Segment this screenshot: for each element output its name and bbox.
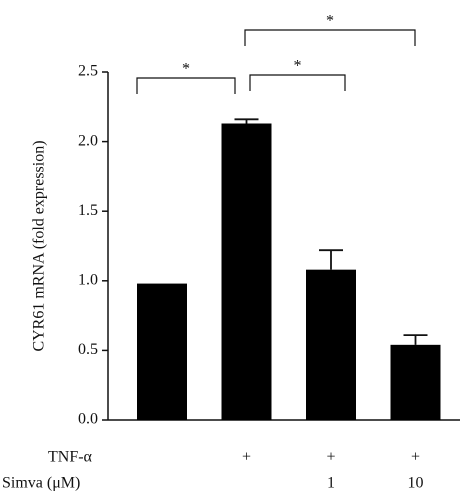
condition-cell: 10 <box>408 475 424 492</box>
error-bar <box>403 334 428 345</box>
y-tick-label: 0.0 <box>78 411 98 428</box>
bar <box>221 123 272 420</box>
condition-label: TNF-α <box>48 449 93 466</box>
y-tick-label: 1.0 <box>78 271 98 288</box>
significance-bracket <box>249 74 346 91</box>
significance-bracket <box>136 77 236 94</box>
significance-label: * <box>182 61 190 78</box>
y-tick-label: 1.5 <box>78 202 98 219</box>
y-axis-label: CYR61 mRNA (fold expression) <box>31 140 48 351</box>
bar <box>137 283 187 420</box>
condition-cell: 1 <box>327 475 335 492</box>
y-tick-label: 2.5 <box>78 63 98 80</box>
condition-cell: + <box>242 449 251 466</box>
y-tick-label: 0.5 <box>78 341 98 358</box>
bar <box>306 269 356 420</box>
error-bar <box>234 118 259 124</box>
error-bar <box>319 249 343 270</box>
significance-label: * <box>326 13 334 30</box>
significance-bracket <box>244 29 416 46</box>
y-tick-label: 2.0 <box>78 132 98 149</box>
significance-label: * <box>294 58 302 75</box>
condition-label: Simva (μM) <box>2 475 80 492</box>
condition-cell: + <box>326 449 335 466</box>
condition-cell: + <box>411 449 420 466</box>
bar <box>390 344 441 420</box>
